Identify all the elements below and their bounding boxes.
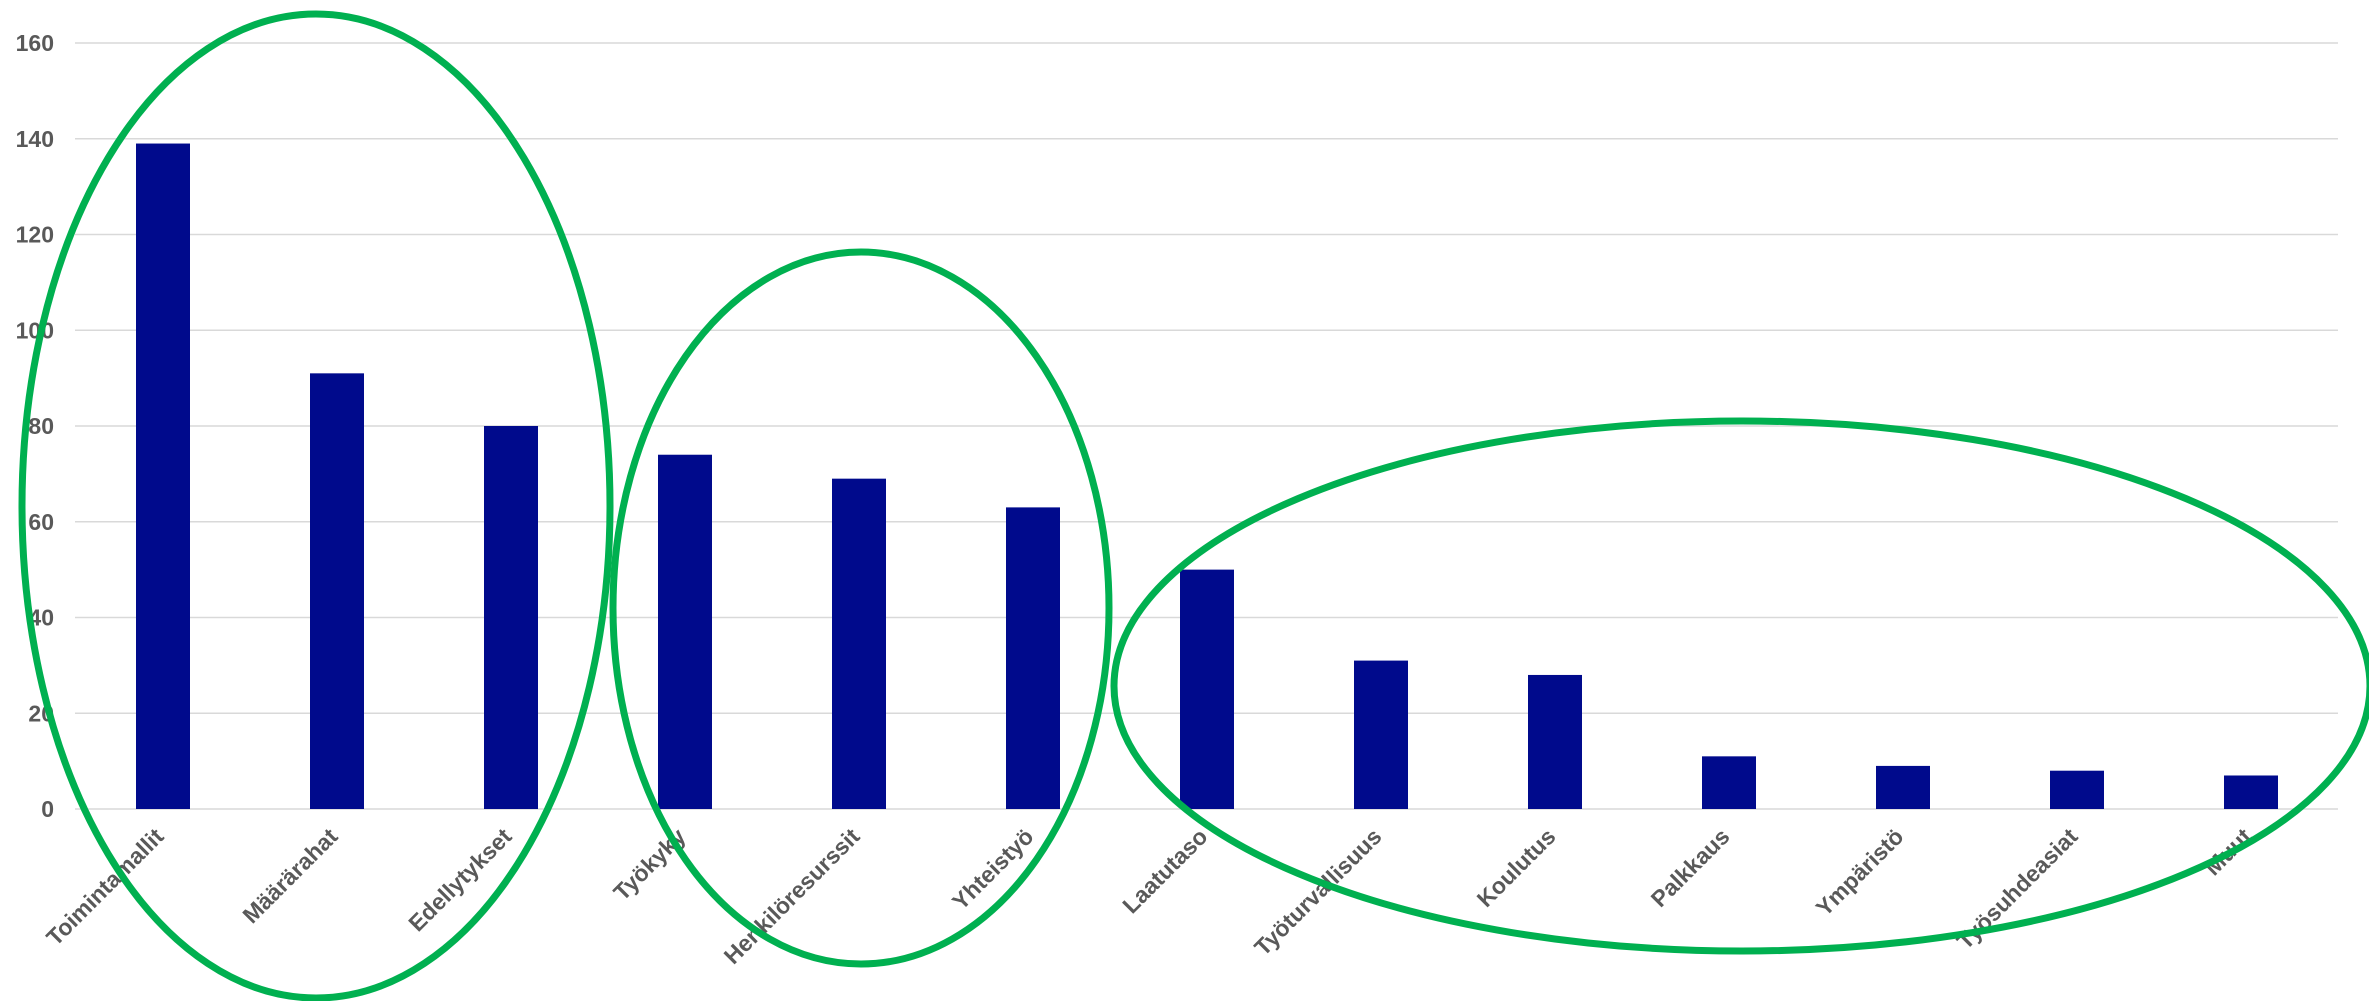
bars bbox=[136, 143, 2278, 810]
x-category-label: Työturvallisuus bbox=[1249, 823, 1386, 960]
bar bbox=[2224, 775, 2278, 809]
y-tick-label: 100 bbox=[16, 317, 54, 343]
x-category-label: Ympäristö bbox=[1811, 823, 1909, 921]
group-highlight-ellipse bbox=[1110, 417, 2369, 955]
x-category-label: Edellytykset bbox=[403, 823, 517, 937]
bar bbox=[832, 478, 886, 809]
x-category-label: Koulutus bbox=[1472, 823, 1561, 912]
gridlines bbox=[75, 42, 2338, 810]
group-highlight-ellipse bbox=[609, 248, 1113, 968]
x-category-label: Määrärahat bbox=[237, 823, 342, 928]
group-highlight-ellipse bbox=[18, 10, 614, 1001]
bar bbox=[1528, 674, 1582, 809]
y-tick-label: 0 bbox=[41, 796, 54, 822]
bar bbox=[310, 373, 364, 809]
bar bbox=[2050, 770, 2104, 809]
y-tick-label: 140 bbox=[16, 126, 54, 152]
x-axis-category-labels: Toimintamallit Määrärahat Edellytykset Työk… bbox=[41, 823, 2257, 969]
bar bbox=[658, 454, 712, 809]
x-category-label: Palkkaus bbox=[1646, 823, 1735, 912]
x-category-label: Laatutaso bbox=[1117, 823, 1212, 918]
bar bbox=[1354, 660, 1408, 809]
x-category-label: Yhteistyö bbox=[947, 823, 1039, 915]
bar bbox=[484, 426, 538, 809]
bar bbox=[1180, 569, 1234, 809]
x-category-label: Työkyky bbox=[608, 823, 690, 905]
bar bbox=[1702, 756, 1756, 809]
bar bbox=[136, 143, 190, 810]
bar bbox=[1876, 765, 1930, 809]
group-highlights bbox=[18, 10, 2369, 1001]
y-tick-label: 120 bbox=[16, 222, 54, 248]
y-tick-label: 80 bbox=[28, 413, 54, 439]
y-tick-label: 160 bbox=[16, 30, 54, 56]
y-tick-label: 60 bbox=[28, 509, 54, 535]
bar bbox=[1006, 507, 1060, 809]
